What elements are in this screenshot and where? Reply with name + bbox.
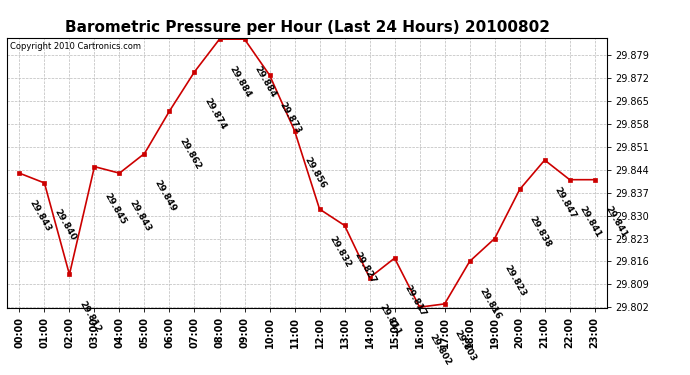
Text: 29.838: 29.838 [528,214,553,249]
Text: 29.803: 29.803 [453,329,478,363]
Text: 29.816: 29.816 [478,286,503,321]
Text: 29.832: 29.832 [328,234,353,269]
Text: 29.849: 29.849 [152,178,178,213]
Text: 29.840: 29.840 [52,208,78,243]
Text: 29.847: 29.847 [553,185,578,220]
Text: 29.884: 29.884 [228,64,253,99]
Text: 29.802: 29.802 [428,332,453,367]
Text: Copyright 2010 Cartronics.com: Copyright 2010 Cartronics.com [10,42,141,51]
Text: 29.811: 29.811 [378,303,403,338]
Text: 29.841: 29.841 [578,205,603,239]
Text: 29.841: 29.841 [603,205,629,239]
Text: 29.873: 29.873 [278,100,303,135]
Text: 29.827: 29.827 [353,251,378,285]
Text: 29.812: 29.812 [78,300,103,334]
Text: 29.874: 29.874 [203,97,228,132]
Text: 29.862: 29.862 [178,136,203,171]
Text: 29.843: 29.843 [128,198,153,233]
Text: 29.823: 29.823 [503,264,528,298]
Title: Barometric Pressure per Hour (Last 24 Hours) 20100802: Barometric Pressure per Hour (Last 24 Ho… [65,20,549,35]
Text: 29.817: 29.817 [403,283,428,318]
Text: 29.856: 29.856 [303,156,328,190]
Text: 29.884: 29.884 [253,64,278,99]
Text: 29.843: 29.843 [28,198,53,233]
Text: 29.845: 29.845 [103,192,128,226]
